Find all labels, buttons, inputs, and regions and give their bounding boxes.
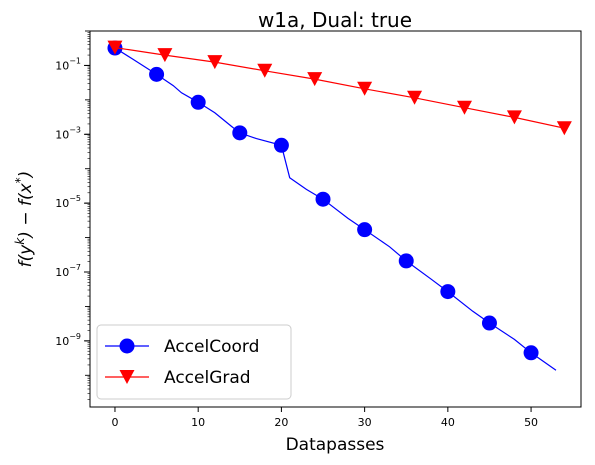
- data-point-accelcoord: [232, 125, 248, 141]
- data-point-accelcoord: [149, 66, 165, 82]
- data-point-accelcoord: [440, 284, 456, 300]
- y-label-superscript-k: k: [13, 237, 27, 245]
- x-tick-label: 20: [274, 416, 288, 429]
- x-tick-label: 40: [441, 416, 455, 429]
- data-point-accelgrad: [407, 90, 423, 105]
- data-point-accelgrad: [207, 55, 223, 70]
- y-label-part-1: f(y: [16, 244, 36, 268]
- series-line-accelcoord: [114, 47, 557, 371]
- legend-box: [96, 324, 292, 400]
- data-point-accelcoord: [398, 253, 414, 269]
- data-point-accelcoord: [190, 94, 206, 110]
- legend-marker-accelgrad: [119, 370, 135, 384]
- plot-frame: [89, 30, 582, 408]
- y-label-part-3: ): [16, 171, 36, 180]
- x-tick-label: 50: [524, 416, 538, 429]
- x-axis-label: Datapasses: [286, 435, 385, 455]
- data-point-accelcoord: [315, 191, 331, 207]
- y-tick-label: 10−5: [55, 194, 81, 210]
- series-layer: [107, 40, 572, 371]
- y-axis: 10−1 10−3 10−5 10−7 10−9: [55, 30, 90, 400]
- y-tick-label: 10−7: [55, 263, 81, 279]
- y-tick-label: 10−9: [55, 332, 81, 348]
- data-point-accelgrad: [257, 63, 273, 78]
- data-point-accelgrad: [556, 121, 572, 136]
- chart-title: w1a, Dual: true: [258, 8, 412, 32]
- y-axis-label: f(yk) − f(x*): [13, 171, 36, 268]
- data-point-accelgrad: [157, 48, 173, 63]
- data-point-accelgrad: [107, 40, 123, 55]
- data-point-accelcoord: [357, 222, 373, 238]
- data-point-accelgrad: [456, 100, 472, 115]
- y-label-superscript-star: *: [13, 177, 27, 183]
- x-tick-label: 30: [358, 416, 372, 429]
- x-axis: 0 10 20 30 40 50: [111, 407, 538, 429]
- series-line-accelgrad: [114, 47, 565, 129]
- legend-marker-accelcoord: [119, 338, 135, 354]
- x-tick-label: 10: [191, 416, 205, 429]
- series-accelcoord: [107, 40, 557, 371]
- data-point-accelcoord: [481, 315, 497, 331]
- series-accelgrad: [107, 40, 572, 136]
- legend: AccelCoord AccelGrad: [96, 324, 292, 400]
- data-point-accelgrad: [307, 72, 323, 87]
- legend-label-accelgrad: AccelGrad: [164, 368, 251, 388]
- data-point-accelgrad: [357, 81, 373, 96]
- x-tick-label: 0: [111, 416, 118, 429]
- data-point-accelgrad: [506, 110, 522, 125]
- y-tick-label: 10−1: [55, 56, 81, 72]
- data-point-accelcoord: [523, 345, 539, 361]
- y-label-part-2: ) − f(x: [16, 182, 36, 239]
- y-tick-label: 10−3: [55, 125, 81, 141]
- legend-label-accelcoord: AccelCoord: [164, 337, 259, 357]
- data-point-accelcoord: [273, 137, 289, 153]
